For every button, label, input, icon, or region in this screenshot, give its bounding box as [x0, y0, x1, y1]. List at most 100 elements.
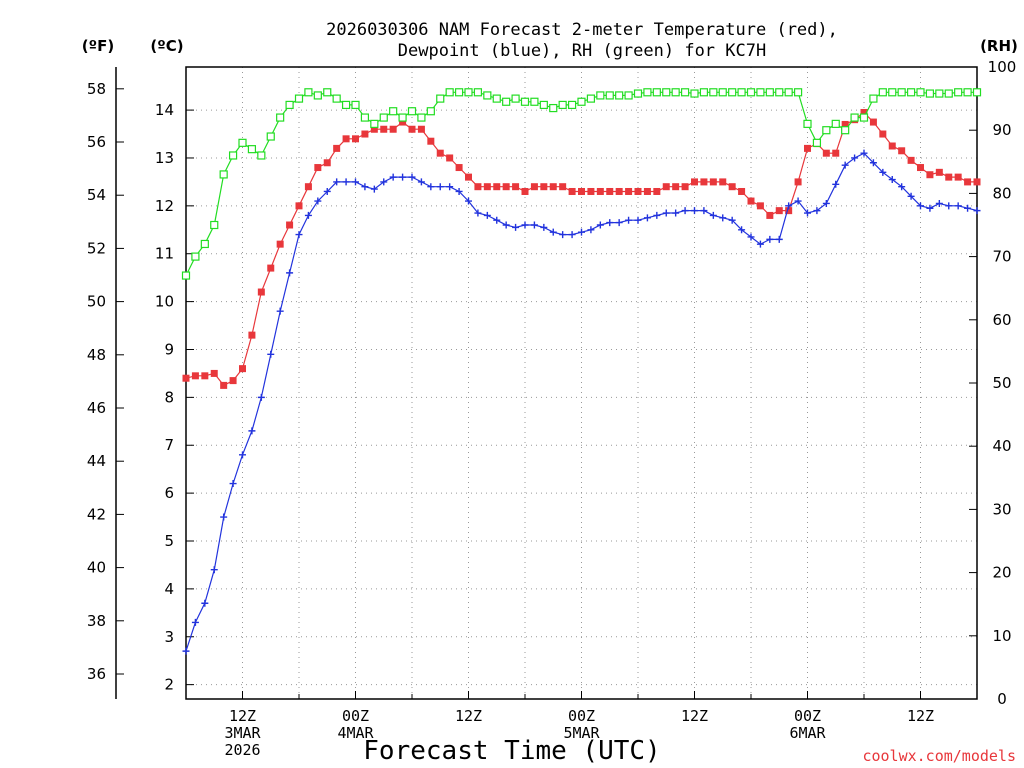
rh-point — [888, 88, 897, 97]
rh-tick-label: 100 — [988, 58, 1017, 76]
rh-point — [266, 132, 275, 141]
celsius-tick-label: 10 — [155, 293, 174, 311]
chart-title: 2026030306 NAM Forecast 2-meter Temperat… — [326, 20, 838, 61]
rh-tick-label: 50 — [992, 374, 1011, 392]
rh-point — [191, 252, 200, 261]
dewpoint-point — [719, 214, 727, 222]
fahrenheit-tick-label: 40 — [87, 559, 106, 577]
temperature-point — [681, 183, 689, 191]
rh-point — [247, 145, 257, 154]
dewpoint-point — [465, 197, 472, 205]
dewpoint-point — [323, 187, 331, 195]
rh-point — [276, 113, 285, 122]
temperature-point — [907, 156, 915, 164]
time-tick-label: 12Z — [681, 707, 708, 725]
temperature-point — [568, 187, 576, 195]
rh-point — [389, 107, 398, 116]
temperature-point — [333, 144, 341, 152]
time-tick-label: 3MAR — [224, 724, 261, 742]
temperature-point — [634, 187, 642, 195]
rh-point — [454, 88, 464, 97]
temperature-line — [185, 111, 977, 387]
dewpoint-series — [182, 149, 981, 655]
temperature-point — [964, 178, 972, 186]
chart-title-line-2: Dewpoint (blue), RH (green) for KC7H — [398, 41, 766, 61]
dewpoint-point — [681, 207, 689, 215]
temperature-point — [267, 264, 275, 272]
temperature-point — [672, 183, 680, 191]
temperature-point — [841, 120, 849, 128]
dewpoint-point — [926, 204, 934, 212]
temperature-point — [182, 374, 190, 382]
rh-point — [765, 88, 774, 97]
fahrenheit-tick-label: 56 — [87, 133, 106, 151]
rh-point — [680, 88, 690, 97]
temperature-point — [888, 142, 896, 150]
dewpoint-point — [879, 168, 887, 176]
dewpoint-point — [653, 211, 661, 219]
dewpoint-point — [709, 211, 717, 219]
rh-point — [615, 91, 624, 100]
dewpoint-point — [832, 180, 840, 188]
temperature-point — [276, 240, 284, 248]
dewpoint-point — [446, 183, 454, 191]
rh-point — [483, 91, 492, 100]
dewpoint-point — [389, 173, 397, 181]
temperature-point — [455, 164, 463, 172]
dewpoint-point — [493, 216, 501, 224]
rh-point — [831, 119, 840, 128]
dewpoint-point — [417, 178, 425, 186]
rh-point — [445, 88, 454, 97]
dewpoint-point — [917, 202, 924, 210]
rh-point — [652, 88, 661, 97]
dewpoint-point — [625, 216, 633, 224]
dewpoint-point — [804, 209, 811, 217]
dewpoint-point — [869, 159, 877, 167]
fahrenheit-tick-label: 48 — [87, 346, 106, 364]
rh-point — [709, 88, 718, 97]
temperature-point — [700, 178, 708, 186]
time-tick-label: 12Z — [229, 707, 256, 725]
rh-point — [577, 97, 586, 106]
dewpoint-point — [691, 207, 698, 215]
dewpoint-point — [775, 235, 783, 243]
temperature-point — [879, 130, 887, 138]
dewpoint-point — [427, 183, 435, 191]
temperature-point — [719, 178, 727, 186]
rh-point — [775, 88, 784, 97]
dewpoint-point — [964, 204, 972, 212]
rh-point — [897, 88, 906, 97]
dewpoint-point — [559, 231, 567, 239]
temperature-series — [182, 108, 981, 389]
rh-point — [756, 88, 765, 97]
rh-point — [916, 88, 925, 97]
temperature-point — [370, 125, 378, 133]
rh-point — [304, 88, 313, 97]
time-tick-label: 6MAR — [789, 724, 826, 742]
fahrenheit-unit-label: (ºF) — [82, 37, 114, 55]
temperature-point — [436, 149, 444, 157]
rh-point — [360, 113, 370, 122]
dewpoint-point — [502, 221, 510, 229]
dewpoint-point — [248, 427, 256, 435]
rh-point — [530, 97, 539, 106]
dewpoint-point — [672, 209, 680, 217]
temperature-point — [794, 178, 802, 186]
dewpoint-point — [587, 226, 595, 234]
temperature-point — [653, 187, 661, 195]
dewpoint-point — [483, 211, 491, 219]
rh-point — [746, 88, 756, 97]
rh-point — [633, 89, 643, 98]
temperature-point — [643, 187, 651, 195]
temperature-point — [512, 183, 520, 191]
rh-tick-label: 70 — [992, 248, 1011, 266]
temperature-point — [709, 178, 717, 186]
time-tick-label: 00Z — [568, 707, 595, 725]
dewpoint-point — [201, 599, 209, 607]
time-tick-label: 4MAR — [337, 724, 374, 742]
dewpoint-point — [756, 240, 764, 248]
fahrenheit-tick-label: 50 — [87, 293, 106, 311]
dewpoint-point — [794, 197, 802, 205]
time-tick-label: 5MAR — [563, 724, 600, 742]
